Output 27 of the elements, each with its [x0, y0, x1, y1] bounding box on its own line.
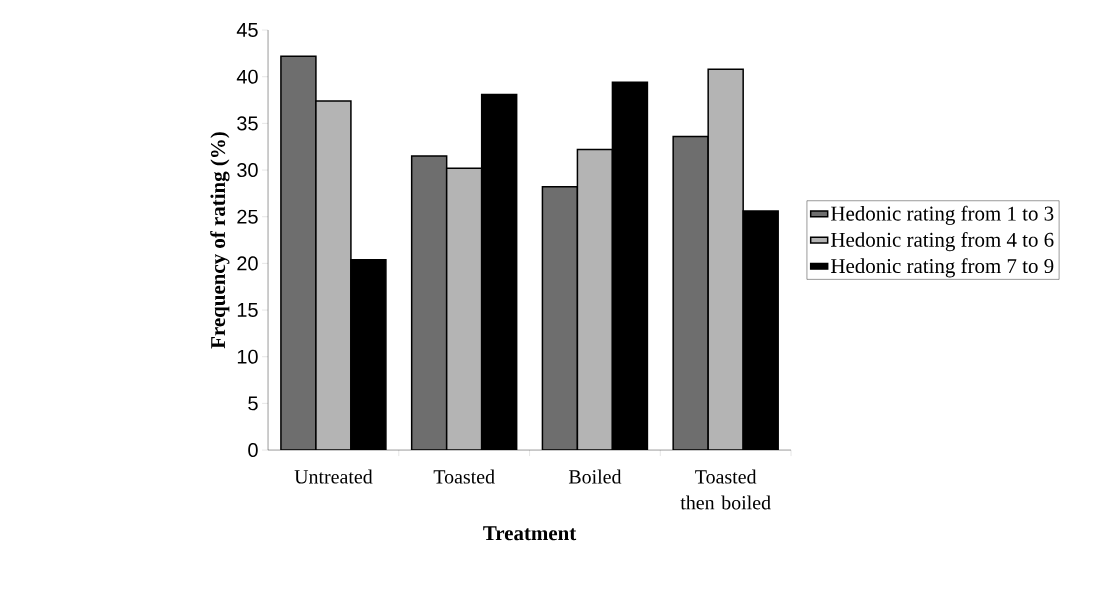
y-tick-label: 45 — [236, 23, 258, 37]
bar — [410, 155, 448, 451]
y-tick-label: 10 — [237, 349, 258, 364]
legend-label: Hedonic rating from 1 to 3 — [831, 205, 1054, 225]
x-axis-title: Treatment — [483, 526, 577, 541]
y-tick-label: 40 — [236, 69, 258, 84]
bar — [707, 68, 744, 451]
bar — [280, 55, 317, 451]
legend-label: Hedonic rating from 4 to 6 — [831, 231, 1054, 252]
y-tick-label: 30 — [237, 163, 258, 178]
bar — [672, 135, 709, 451]
y-tick-label: 5 — [248, 396, 258, 411]
x-tick-label: Toasted — [433, 469, 495, 484]
legend-label: Hedonic rating from 7 to 9 — [831, 258, 1054, 278]
bar — [541, 186, 579, 451]
bar — [576, 148, 614, 451]
bar — [315, 100, 352, 451]
y-tick-label: 0 — [248, 443, 258, 458]
bar — [445, 167, 483, 451]
y-axis-title: Frequency of rating (%) — [210, 132, 230, 349]
y-tick-label: 25 — [237, 209, 258, 224]
y-tick-label: 20 — [237, 256, 258, 271]
y-tick-label: 35 — [237, 116, 258, 131]
x-tick-label: Boiled — [568, 469, 622, 484]
x-tick-label: Untreated — [294, 469, 373, 484]
x-tick-label: Toasted then boiled — [680, 469, 771, 510]
y-tick-label: 15 — [237, 303, 258, 317]
